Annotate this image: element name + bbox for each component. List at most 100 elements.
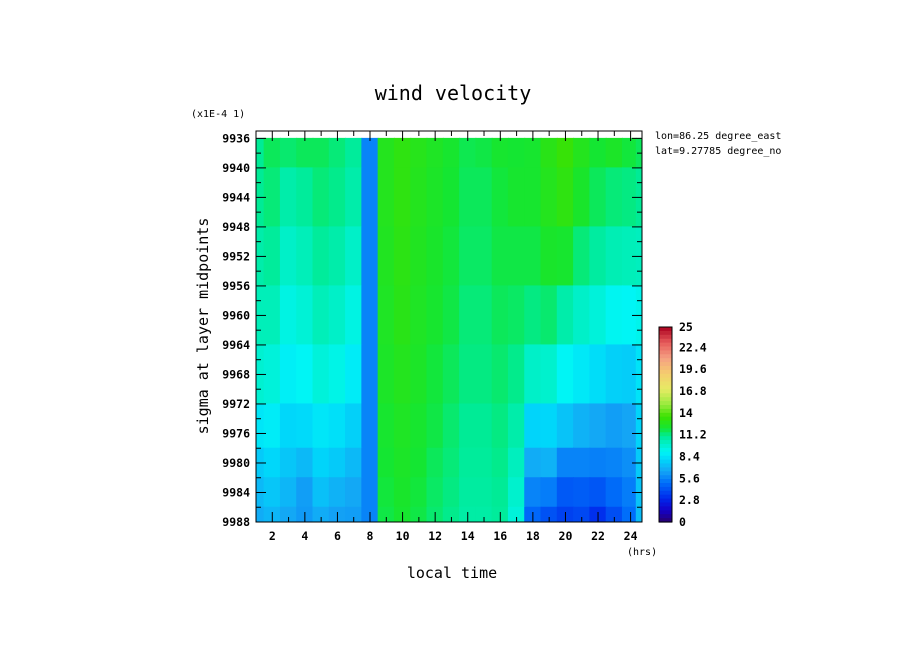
colorbar-segment	[659, 514, 672, 519]
heatmap-cell	[377, 137, 395, 169]
colorbar-label: 0	[679, 515, 686, 529]
x-tick-label: 8	[367, 529, 374, 543]
heatmap-cell	[507, 137, 526, 169]
colorbar-segment	[659, 479, 672, 484]
heatmap-cell	[410, 403, 428, 449]
heatmap-cell	[393, 344, 412, 405]
heatmap-cell	[279, 506, 298, 522]
colorbar-segment	[659, 342, 672, 348]
heatmap-cell	[507, 167, 526, 228]
heatmap-cell	[540, 506, 558, 522]
heatmap-cell	[605, 167, 623, 228]
colorbar-segment	[659, 498, 672, 504]
heatmap-cell	[345, 403, 363, 449]
heatmap-cell	[459, 477, 477, 508]
heatmap-cell	[328, 226, 347, 287]
heatmap-cell	[524, 226, 542, 287]
heatmap-cell	[377, 167, 395, 228]
y-tick-label: 9944	[222, 190, 250, 204]
heatmap-cell	[328, 285, 347, 346]
colorbar-segment	[659, 330, 672, 336]
heatmap-cell	[556, 447, 575, 479]
heatmap-cell	[361, 167, 379, 228]
heatmap-cell	[393, 477, 412, 508]
heatmap-cell	[296, 344, 314, 405]
colorbar-segment	[659, 447, 672, 453]
heatmap-cell	[345, 447, 363, 479]
x-tick-label: 22	[591, 529, 605, 543]
heatmap-cell	[524, 167, 542, 228]
colorbar-segment	[659, 408, 672, 414]
heatmap-cell	[312, 506, 330, 522]
heatmap-cell	[605, 344, 623, 405]
heatmap-cell	[491, 226, 509, 287]
colorbar-segment	[659, 405, 672, 410]
heatmap-cell	[621, 344, 637, 405]
colorbar-label: 11.2	[679, 428, 707, 442]
x-tick-label: 6	[334, 529, 341, 543]
heatmap-cell	[312, 226, 330, 287]
y-tick-label: 9952	[222, 249, 250, 263]
colorbar-segment	[659, 393, 672, 398]
heatmap-cell	[475, 344, 493, 405]
heatmap-cell	[524, 344, 542, 405]
heatmap-cell	[459, 226, 477, 287]
colorbar-label: 2.8	[679, 493, 700, 507]
heatmap-cell	[540, 226, 558, 287]
heatmap-cell	[279, 447, 298, 479]
x-tick-label: 18	[526, 529, 540, 543]
heatmap-cell	[377, 285, 395, 346]
heatmap-cell	[410, 137, 428, 169]
colorbar-segment	[659, 490, 672, 496]
heatmap-cell	[442, 403, 461, 449]
y-tick-label: 9976	[222, 426, 250, 440]
heatmap-cell	[556, 137, 575, 169]
heatmap-cell	[556, 226, 575, 287]
colorbar-segment	[659, 362, 672, 367]
heatmap-cell	[426, 226, 444, 287]
heatmap-cell	[296, 285, 314, 346]
x-axis: 2 4 6 8 10 12 14 16 18 20 22 24	[255, 131, 638, 543]
heatmap-cell	[296, 167, 314, 228]
heatmap-cell	[507, 506, 526, 522]
heatmap-cell	[263, 403, 281, 449]
heatmap-cell	[312, 477, 330, 508]
x-unit: (hrs)	[627, 547, 657, 558]
chart-title: wind velocity	[375, 81, 532, 105]
heatmap-cell	[279, 226, 298, 287]
heatmap-cell	[491, 447, 509, 479]
colorbar-label: 16.8	[679, 384, 707, 398]
heatmap-cell	[442, 477, 461, 508]
x-tick-label: 12	[428, 529, 442, 543]
heatmap-cell	[442, 447, 461, 479]
x-tick-label: 16	[493, 529, 507, 543]
heatmap-cell	[540, 403, 558, 449]
heatmap-cell	[491, 344, 509, 405]
colorbar-segment	[659, 471, 672, 476]
heatmap-cell	[491, 477, 509, 508]
heatmap-cell	[459, 285, 477, 346]
heatmap-cell	[345, 285, 363, 346]
heatmap-cell	[312, 447, 330, 479]
heatmap-cell	[556, 477, 575, 508]
heatmap-cell	[442, 226, 461, 287]
heatmap-cell	[589, 167, 607, 228]
y-tick-label: 9940	[222, 161, 250, 175]
y-tick-label: 9988	[222, 515, 250, 529]
x-tick-label: 2	[269, 529, 276, 543]
heatmap-cell	[589, 403, 607, 449]
heatmap-cell	[328, 477, 347, 508]
colorbar-segment	[659, 506, 672, 511]
plot-frame	[255, 130, 643, 523]
heatmap-cell	[328, 137, 347, 169]
heatmap-cell	[573, 506, 591, 522]
heatmap-cell	[507, 447, 526, 479]
heatmap-cell	[475, 167, 493, 228]
colorbar-label: 19.6	[679, 362, 707, 376]
colorbar-segment	[659, 432, 672, 437]
heatmap-cell	[540, 167, 558, 228]
heatmap-cell	[605, 226, 623, 287]
heatmap-cell	[556, 285, 575, 346]
heatmap-cell	[296, 477, 314, 508]
heatmap-cell	[621, 167, 637, 228]
